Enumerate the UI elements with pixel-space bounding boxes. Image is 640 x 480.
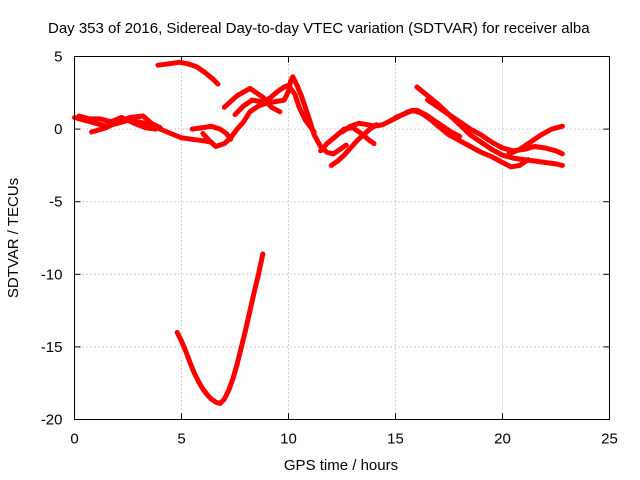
y-tick-label: -20 <box>41 412 63 429</box>
series-track-8 <box>189 123 234 142</box>
x-tick-label: 10 <box>280 431 297 448</box>
x-tick-label: 0 <box>70 431 78 448</box>
series-track-3 <box>76 113 159 132</box>
series-track-7 <box>221 85 283 115</box>
series-group <box>72 59 565 406</box>
x-axis-label: GPS time / hours <box>284 457 398 474</box>
y-tick-label: -10 <box>41 266 63 283</box>
series-track-16 <box>174 251 266 406</box>
series-track-6 <box>232 83 317 135</box>
x-tick-label: 5 <box>177 431 185 448</box>
x-tick-label: 25 <box>601 431 618 448</box>
series-track-1 <box>72 115 214 145</box>
series-track-10 <box>328 122 379 168</box>
chart-title: Day 353 of 2016, Sidereal Day-to-day VTE… <box>48 20 590 37</box>
x-tick-label: 15 <box>387 431 404 448</box>
x-tick-label: 20 <box>494 431 511 448</box>
series-track-2 <box>89 113 163 135</box>
series-track-4 <box>155 59 221 87</box>
plot-frame <box>74 56 610 420</box>
y-tick-label: -5 <box>49 194 62 211</box>
tick-labels: 0 5 10 15 20 25 5 0 -5 -10 -15 -20 <box>41 49 618 448</box>
series-track-12 <box>393 107 531 170</box>
y-tick-label: -15 <box>41 339 63 356</box>
y-tick-label: 5 <box>54 49 62 66</box>
y-tick-label: 0 <box>54 121 62 138</box>
series-track-15 <box>506 123 565 157</box>
y-axis-label: SDTVAR / TECUs <box>5 178 22 298</box>
series-track-14 <box>425 97 565 157</box>
